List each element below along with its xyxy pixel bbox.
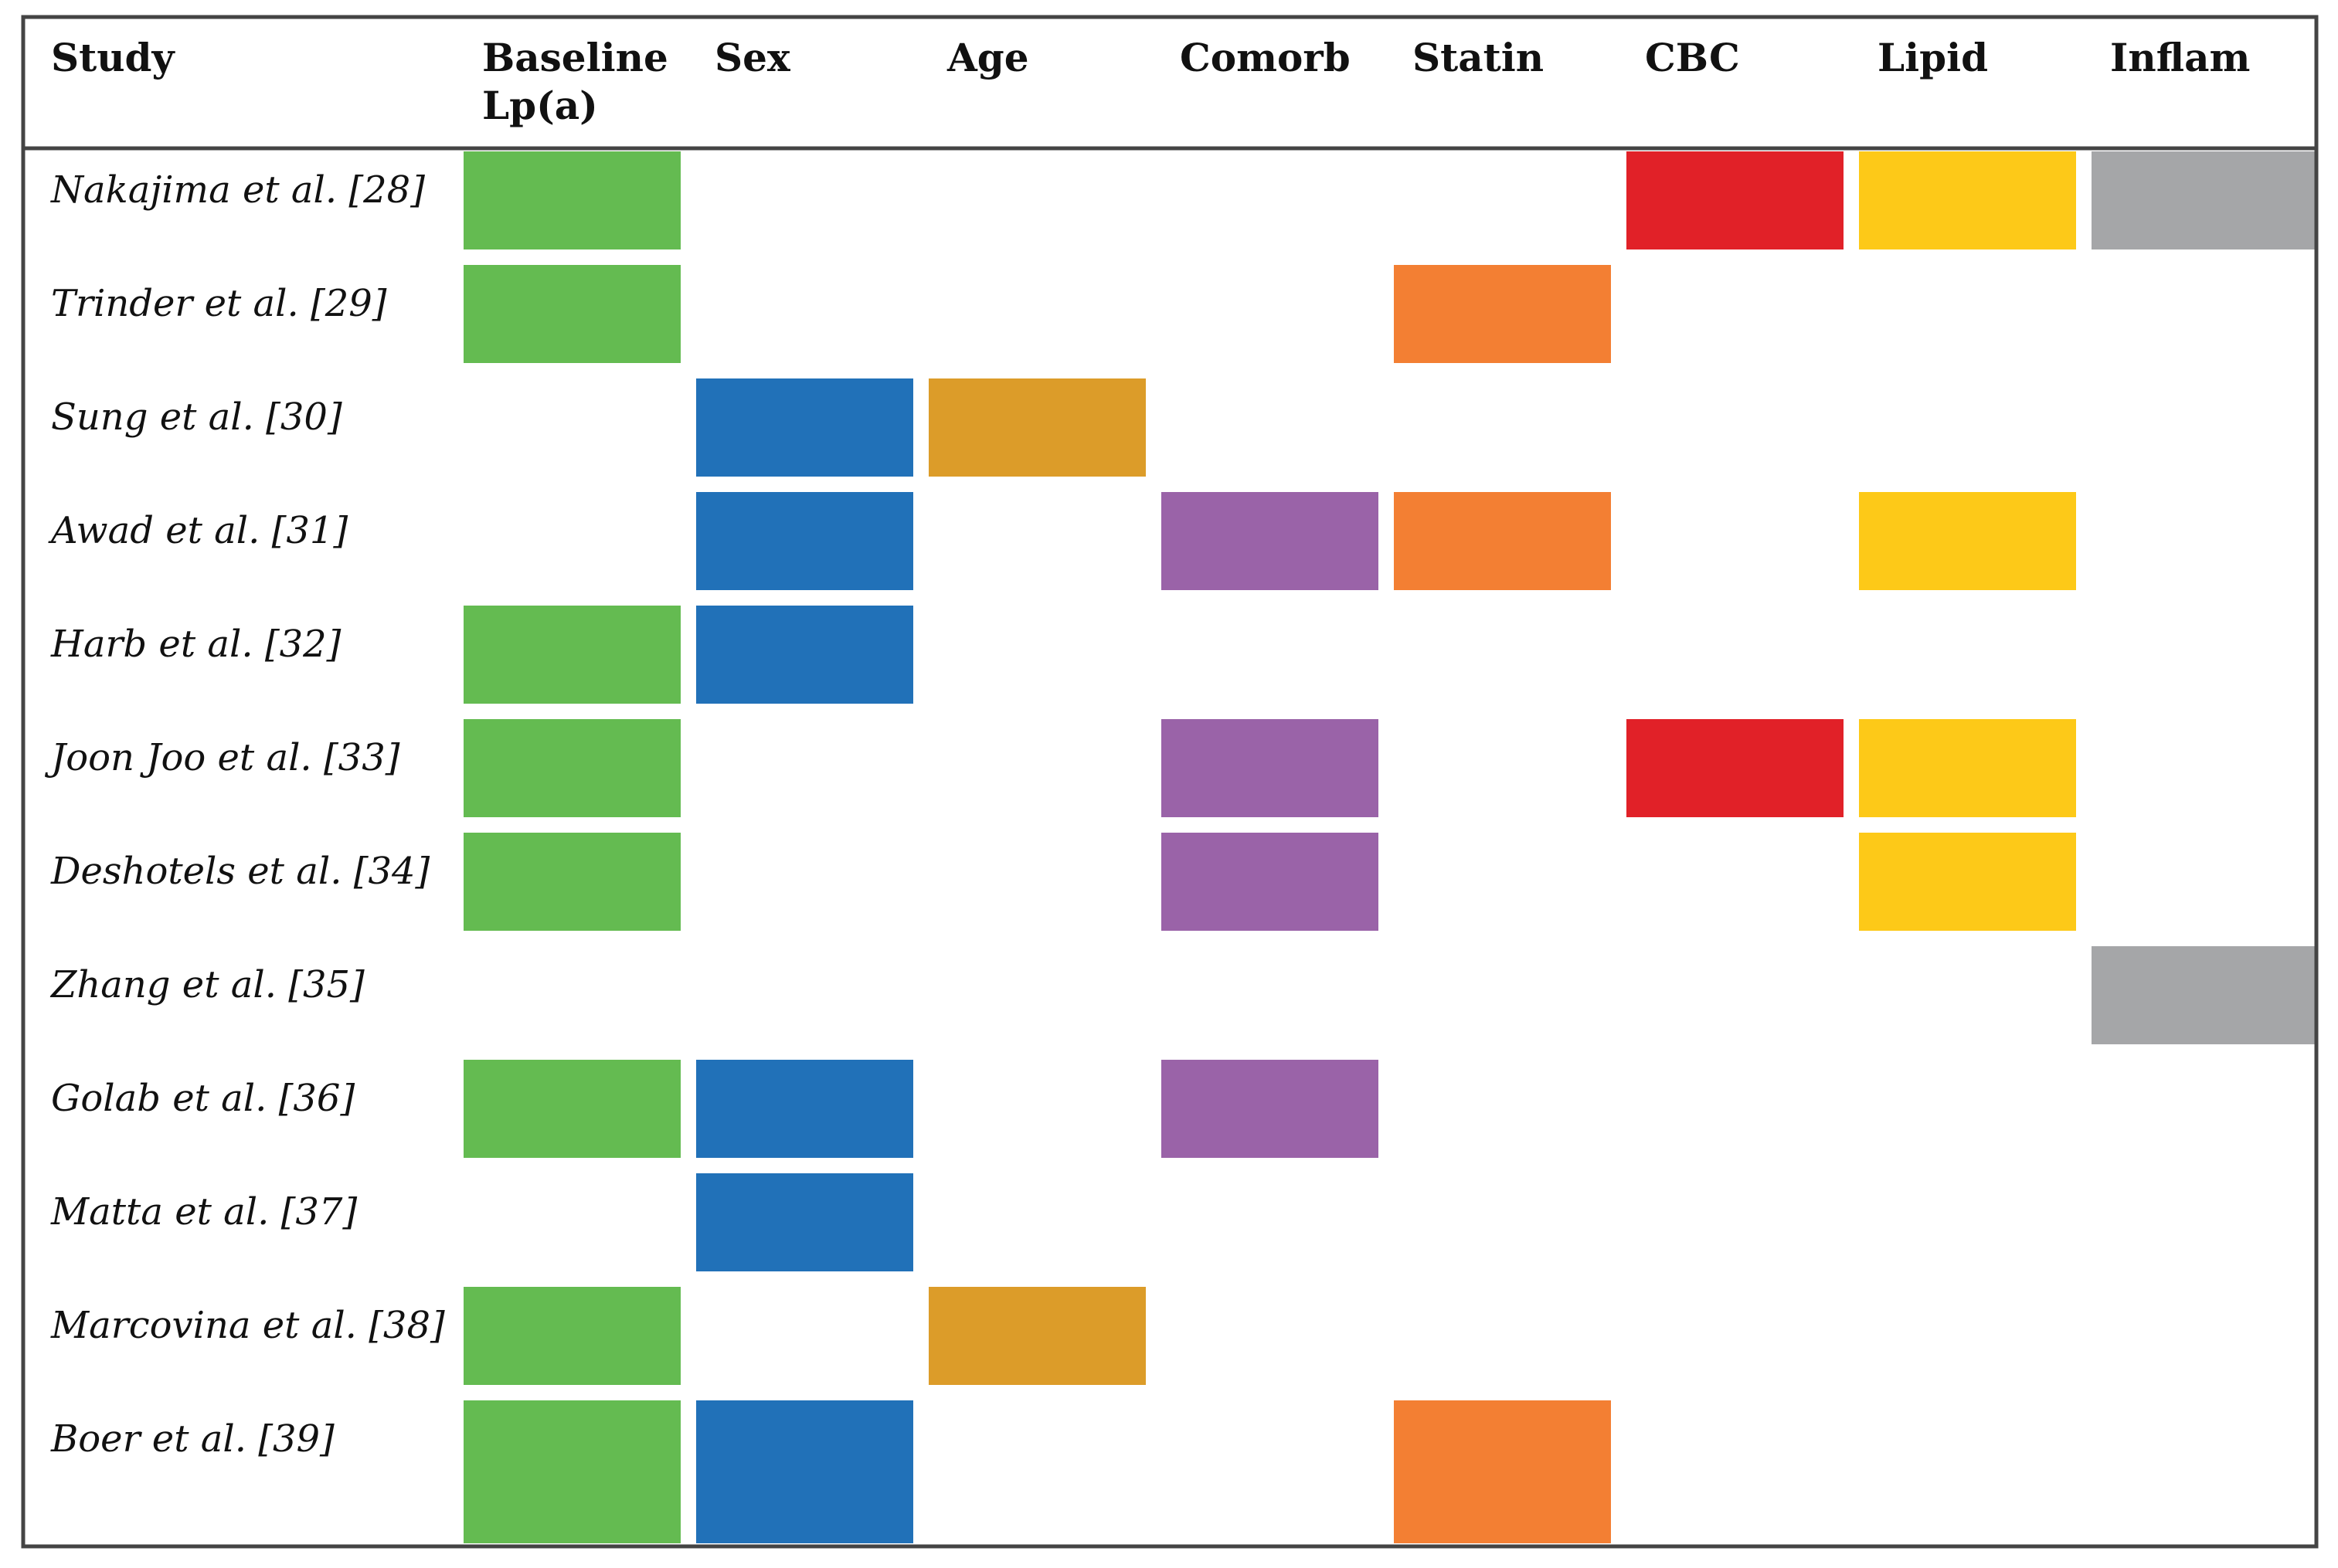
column-header-sex: Sex (715, 35, 791, 80)
cell-statin (1394, 265, 1611, 363)
column-header-line: Lipid (1878, 35, 1988, 80)
column-header-line: Statin (1412, 35, 1544, 80)
table-frame (21, 15, 2319, 1549)
column-header-inflam: Inflam (2110, 35, 2250, 80)
column-header-line: Comorb (1180, 35, 1351, 80)
variable-cells (464, 151, 2315, 1543)
header-row: Study Baseline Lp(a) Sex Age Comorb Statin CBC L… (51, 35, 2250, 128)
cell-baseline (464, 1287, 681, 1385)
cell-statin (1394, 1400, 1611, 1543)
cell-lipid (1859, 492, 2076, 590)
study-label: Nakajima et al. [28] (50, 168, 425, 212)
cell-sex (696, 378, 913, 477)
column-header-line: Baseline (482, 35, 668, 80)
cell-sex (696, 1173, 913, 1271)
cell-baseline (464, 265, 681, 363)
column-header-lipid: Lipid (1878, 35, 1988, 80)
column-header-age: Age (946, 35, 1029, 80)
column-header-study: Study (51, 35, 176, 80)
cell-comorb (1161, 492, 1378, 590)
study-label: Marcovina et al. [38] (50, 1304, 445, 1347)
cell-comorb (1161, 833, 1378, 931)
study-label: Harb et al. [32] (50, 623, 342, 666)
study-label: Deshotels et al. [34] (50, 850, 430, 893)
cell-lipid (1859, 833, 2076, 931)
column-header-line: CBC (1645, 35, 1740, 80)
cell-cbc (1626, 151, 1844, 249)
cell-baseline (464, 606, 681, 704)
cell-age (929, 1287, 1146, 1385)
cell-sex (696, 1060, 913, 1158)
cell-comorb (1161, 719, 1378, 817)
column-header-line: Inflam (2110, 35, 2250, 80)
study-label: Trinder et al. [29] (51, 282, 387, 325)
cell-baseline (464, 151, 681, 249)
study-label: Awad et al. [31] (48, 509, 348, 552)
study-label: Zhang et al. [35] (49, 963, 365, 1006)
cell-sex (696, 1400, 913, 1543)
cell-lipid (1859, 151, 2076, 249)
study-label: Golab et al. [36] (51, 1077, 355, 1120)
cell-inflam (2092, 946, 2315, 1044)
cell-baseline (464, 1060, 681, 1158)
cell-baseline (464, 833, 681, 931)
column-header-comorb: Comorb (1180, 35, 1351, 80)
study-label: Boer et al. [39] (50, 1417, 335, 1461)
cell-statin (1394, 492, 1611, 590)
cell-sex (696, 492, 913, 590)
cell-inflam (2092, 151, 2315, 249)
study-label: Sung et al. [30] (51, 395, 342, 439)
cell-sex (696, 606, 913, 704)
cell-cbc (1626, 719, 1844, 817)
study-label: Matta et al. [37] (50, 1190, 357, 1234)
column-header-line: Lp(a) (482, 83, 598, 128)
cell-baseline (464, 1400, 681, 1543)
column-header-line: Age (946, 35, 1029, 80)
table-border (21, 15, 2319, 1549)
cell-age (929, 378, 1146, 477)
cell-lipid (1859, 719, 2076, 817)
cell-comorb (1161, 1060, 1378, 1158)
column-header-line: Sex (715, 35, 791, 80)
column-header-statin: Statin (1412, 35, 1544, 80)
study-labels: Nakajima et al. [28] Trinder et al. [29] S… (44, 168, 445, 1461)
column-header-baseline: Baseline Lp(a) (482, 35, 668, 128)
cell-baseline (464, 719, 681, 817)
column-header-cbc: CBC (1645, 35, 1740, 80)
study-label: Joon Joo et al. [33] (44, 736, 400, 779)
